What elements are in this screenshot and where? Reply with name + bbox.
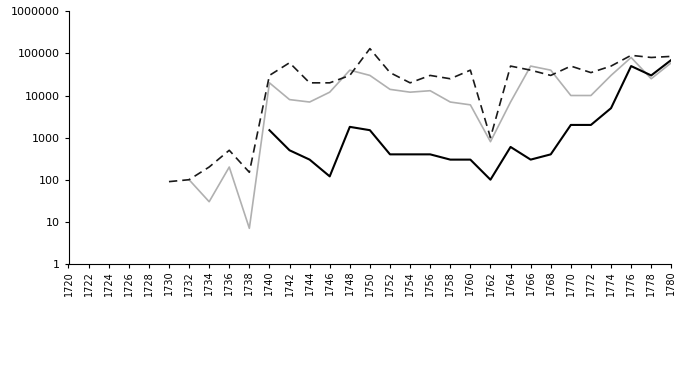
Totals: [486, 135, 495, 140]
Totals: [527, 68, 535, 72]
Stockings made of silk: [506, 100, 514, 104]
Totals: [587, 70, 595, 75]
Stockings made of silk: [286, 97, 294, 102]
Stockings made of silk: [627, 55, 635, 60]
Totals: [607, 64, 615, 68]
Stockings made with embroderies of silk: [587, 123, 595, 127]
Totals: [366, 46, 374, 51]
Stockings made of silk: [306, 100, 314, 104]
Totals: [165, 179, 173, 184]
Stockings made of silk: [346, 68, 354, 72]
Stockings made of silk: [225, 165, 234, 169]
Stockings made with embroderies of silk: [265, 128, 273, 132]
Stockings made of silk: [325, 90, 334, 94]
Totals: [466, 68, 475, 72]
Totals: [547, 73, 555, 78]
Totals: [265, 73, 273, 78]
Stockings made with embroderies of silk: [607, 106, 615, 110]
Stockings made with embroderies of silk: [446, 157, 454, 162]
Stockings made of silk: [366, 73, 374, 78]
Stockings made of silk: [446, 100, 454, 104]
Stockings made with embroderies of silk: [527, 157, 535, 162]
Totals: [566, 64, 575, 68]
Stockings made of silk: [527, 64, 535, 68]
Stockings made with embroderies of silk: [426, 152, 434, 156]
Stockings made of silk: [466, 103, 475, 107]
Stockings made of silk: [426, 89, 434, 93]
Totals: [205, 165, 213, 169]
Stockings made with embroderies of silk: [286, 148, 294, 153]
Stockings made of silk: [406, 90, 414, 94]
Stockings made of silk: [486, 139, 495, 144]
Stockings made with embroderies of silk: [466, 157, 475, 162]
Totals: [325, 81, 334, 85]
Totals: [306, 81, 314, 85]
Totals: [406, 81, 414, 85]
Stockings made of silk: [547, 68, 555, 72]
Totals: [225, 148, 234, 153]
Stockings made of silk: [607, 73, 615, 78]
Stockings made with embroderies of silk: [325, 174, 334, 179]
Stockings made with embroderies of silk: [566, 123, 575, 127]
Stockings made with embroderies of silk: [406, 152, 414, 156]
Totals: [446, 77, 454, 81]
Stockings made with embroderies of silk: [647, 73, 656, 78]
Stockings made with embroderies of silk: [386, 152, 394, 156]
Stockings made with embroderies of silk: [486, 178, 495, 182]
Legend: Stockings made of silk, Totals, Stockings made with embroderies of silk: Stockings made of silk, Totals, Stocking…: [102, 375, 638, 377]
Stockings made of silk: [667, 60, 675, 65]
Stockings made with embroderies of silk: [346, 124, 354, 129]
Stockings made with embroderies of silk: [627, 64, 635, 68]
Totals: [286, 60, 294, 65]
Stockings made of silk: [566, 93, 575, 98]
Line: Stockings made with embroderies of silk: Stockings made with embroderies of silk: [269, 60, 671, 180]
Totals: [667, 54, 675, 59]
Stockings made of silk: [245, 226, 253, 231]
Stockings made of silk: [386, 87, 394, 92]
Totals: [386, 70, 394, 75]
Totals: [627, 53, 635, 58]
Stockings made of silk: [647, 77, 656, 81]
Stockings made of silk: [185, 178, 193, 182]
Totals: [506, 64, 514, 68]
Stockings made of silk: [587, 93, 595, 98]
Stockings made with embroderies of silk: [667, 58, 675, 62]
Totals: [647, 55, 656, 60]
Totals: [185, 178, 193, 182]
Totals: [346, 73, 354, 78]
Totals: [245, 170, 253, 175]
Line: Stockings made of silk: Stockings made of silk: [189, 57, 671, 228]
Stockings made with embroderies of silk: [306, 157, 314, 162]
Line: Totals: Totals: [169, 49, 671, 182]
Totals: [426, 73, 434, 78]
Stockings made with embroderies of silk: [506, 145, 514, 149]
Stockings made with embroderies of silk: [547, 152, 555, 156]
Stockings made of silk: [265, 81, 273, 85]
Stockings made with embroderies of silk: [366, 128, 374, 132]
Stockings made of silk: [205, 199, 213, 204]
